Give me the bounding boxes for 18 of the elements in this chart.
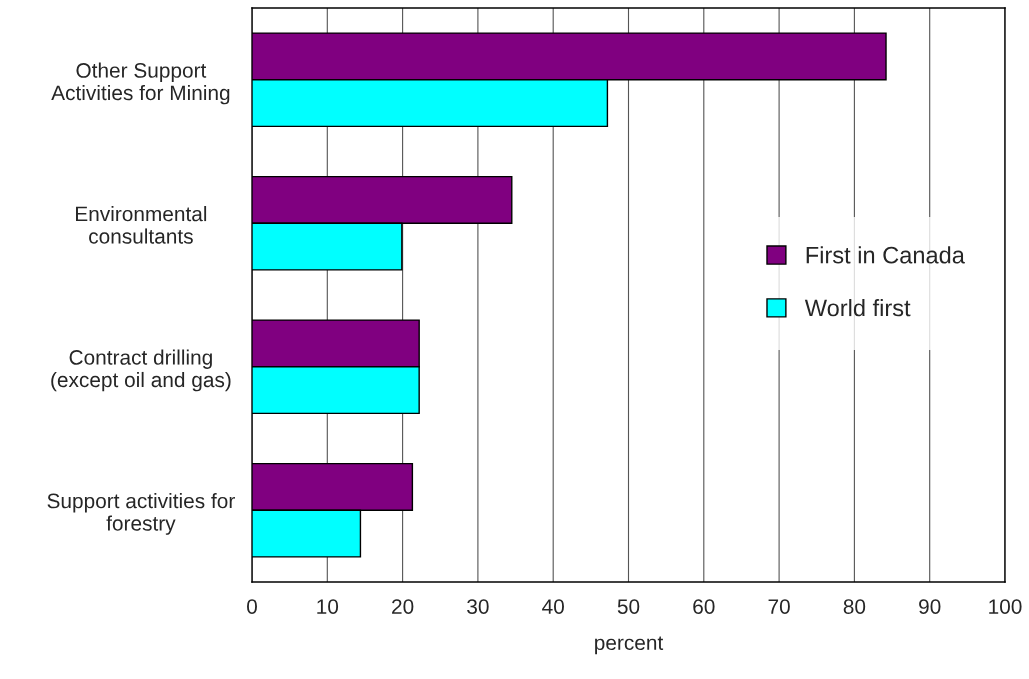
x-tick-label: 30 bbox=[467, 599, 489, 614]
x-tick-label: 80 bbox=[843, 599, 866, 614]
x-tick-label: 50 bbox=[617, 599, 640, 614]
y-tick-label: Other Support Activities for Mining bbox=[51, 62, 230, 105]
y-tick-label: Support activities for forestry bbox=[47, 492, 235, 535]
y-tick-label: Contract drilling (except oil and gas) bbox=[51, 349, 231, 392]
y-tick-label: Environmental consultants bbox=[76, 205, 207, 244]
x-tick-label: 70 bbox=[768, 599, 790, 614]
x-tick-label: 60 bbox=[693, 599, 715, 614]
x-tick-label: 0 bbox=[247, 599, 257, 614]
legend-label: First in Canada bbox=[806, 246, 965, 264]
x-axis-title: percent bbox=[595, 636, 664, 655]
legend-label: World first bbox=[804, 298, 911, 317]
x-tick-label: 40 bbox=[542, 599, 564, 614]
x-tick-label: 90 bbox=[919, 599, 941, 614]
x-tick-label: 100 bbox=[989, 599, 1022, 614]
x-tick-label: 10 bbox=[317, 599, 339, 614]
x-tick-label: 20 bbox=[392, 599, 414, 614]
